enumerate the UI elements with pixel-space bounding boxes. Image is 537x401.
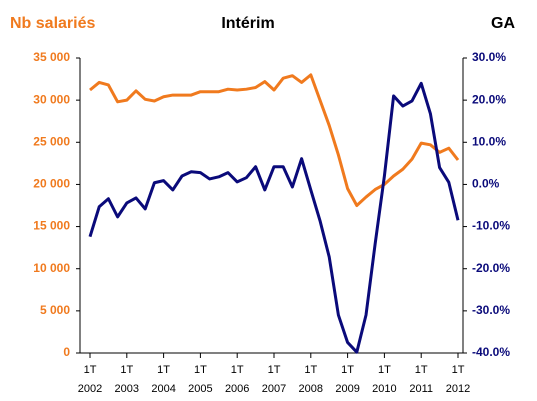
y-tick-label: 30 000 — [33, 92, 70, 106]
x-tick-label: 1T 2012 — [445, 364, 471, 395]
y2-axis-title: GA — [491, 15, 515, 32]
y2-tick-label: -30.0% — [472, 303, 510, 317]
y2-tick-label: 10.0% — [472, 134, 506, 148]
series-line — [89, 73, 460, 207]
y-tick-label: 20 000 — [33, 177, 70, 191]
x-tick-label: 1T 2009 — [335, 364, 360, 395]
x-tick-label: 1T 2007 — [261, 364, 287, 395]
x-tick-label: 1T 2003 — [114, 364, 140, 395]
x-tick-label: 1T 2004 — [151, 364, 176, 395]
y2-tick-label: 20.0% — [472, 92, 506, 106]
series-line — [88, 81, 460, 354]
y-tick-label: 5 000 — [40, 303, 70, 317]
y2-tick-label: 0.0% — [472, 177, 500, 191]
y-tick-label: 15 000 — [33, 219, 70, 233]
y2-tick-label: -20.0% — [472, 261, 510, 275]
y2-tick-label: 30.0% — [472, 50, 506, 64]
x-tick-label: 1T 2002 — [77, 364, 103, 395]
y-tick-label: 25 000 — [33, 134, 70, 148]
y2-tick-label: -40.0% — [472, 345, 510, 359]
y2-tick-label: -10.0% — [472, 219, 510, 233]
x-tick-label: 1T 2008 — [298, 364, 324, 395]
x-tick-label: 1T 2005 — [188, 364, 213, 395]
y-tick-label: 35 000 — [33, 50, 70, 64]
y-tick-label: 10 000 — [33, 261, 70, 275]
x-tick-label: 1T 2006 — [224, 364, 250, 395]
x-tick-label: 1T 2010 — [372, 364, 397, 395]
y-axis-title: Nb salariés — [10, 15, 95, 32]
y-tick-label: 0 — [63, 345, 70, 359]
chart-title: Intérim — [221, 15, 274, 32]
x-tick-label: 1T 2011 — [409, 364, 434, 395]
